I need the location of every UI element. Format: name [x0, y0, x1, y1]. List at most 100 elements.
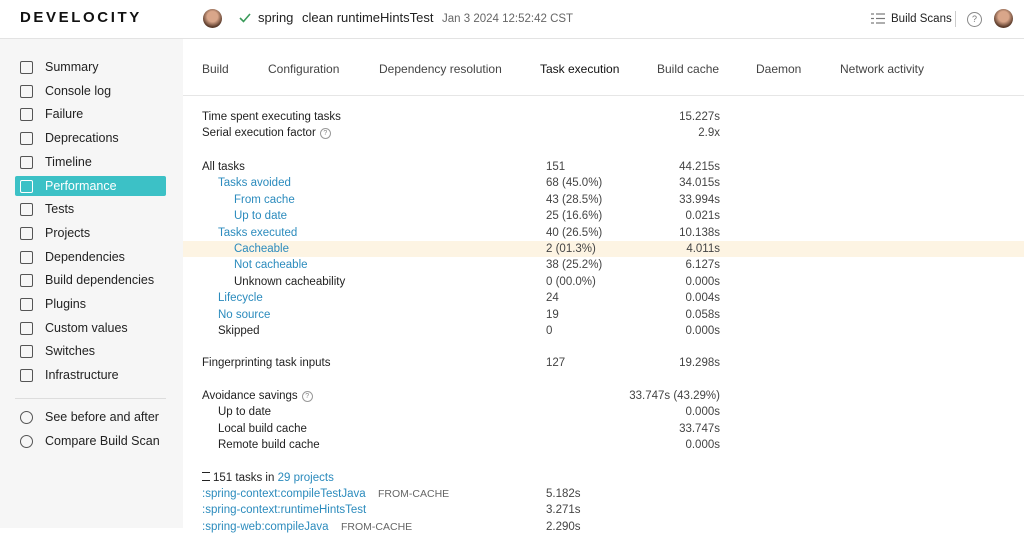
row-time: 0.021s — [685, 210, 720, 223]
sidebar-item[interactable]: Failure — [45, 107, 84, 122]
task-outcome: FROM-CACHE — [378, 488, 450, 500]
help-icon[interactable]: ? — [319, 128, 331, 140]
row-time: 34.015s — [679, 177, 720, 190]
sidebar-icon — [20, 61, 33, 74]
row-time: 0.004s — [685, 292, 720, 305]
row-highlight — [183, 241, 1024, 257]
row-label[interactable]: From cache — [234, 193, 295, 206]
sidebar-icon — [20, 250, 33, 264]
row-label: Avoidance savings? — [202, 388, 313, 404]
row-label[interactable]: Cacheable — [234, 243, 289, 255]
row-label[interactable]: Lifecycle — [218, 292, 263, 305]
tab[interactable]: Configuration — [268, 62, 340, 76]
sidebar-item[interactable]: Infrastructure — [45, 368, 119, 383]
row-count: 24 — [546, 292, 559, 305]
sidebar-item[interactable]: Plugins — [45, 297, 86, 311]
sidebar-icon — [20, 226, 33, 240]
sidebar-icon — [20, 298, 33, 311]
sidebar-icon — [20, 132, 33, 146]
user-avatar[interactable] — [994, 9, 1013, 28]
tab[interactable]: Dependency resolution — [379, 62, 502, 76]
row-time: 0.058s — [685, 308, 720, 321]
sidebar-icon — [20, 411, 33, 424]
sidebar-icon — [20, 155, 33, 169]
row-time: 33.747s — [679, 422, 720, 435]
row-label: Skipped — [218, 325, 260, 337]
tab[interactable]: Task execution — [540, 62, 620, 76]
task-name[interactable]: :spring-web:compileJava — [202, 520, 329, 533]
tab[interactable]: Build — [202, 62, 229, 76]
sidebar-item[interactable]: Custom values — [45, 320, 128, 335]
row-time: 0.000s — [685, 439, 720, 452]
sidebar-item[interactable]: See before and after — [45, 410, 159, 424]
task-name[interactable]: :spring-context:runtimeHintsTest — [202, 504, 367, 517]
tab[interactable]: Network activity — [840, 62, 925, 76]
build-date: Jan 3 2024 12:52:42 CST — [442, 13, 574, 25]
sidebar-item[interactable]: Timeline — [45, 154, 92, 169]
row-label[interactable]: Tasks executed — [218, 226, 298, 239]
sidebar-icon — [20, 84, 33, 98]
help-icon[interactable]: ? — [301, 391, 313, 402]
row-time: 0.000s — [685, 325, 720, 337]
list-icon — [202, 472, 210, 481]
row-label[interactable]: No source — [218, 308, 271, 321]
row-count: 151 — [546, 161, 566, 173]
row-label: Up to date — [218, 406, 272, 419]
task-count: 151 tasks in — [213, 472, 275, 484]
row-label: All tasks — [202, 161, 245, 173]
avatar[interactable] — [203, 9, 222, 28]
sidebar-item[interactable]: Console log — [45, 83, 112, 98]
logo[interactable]: DEVELOCITY — [20, 9, 142, 26]
sidebar-item[interactable]: Summary — [45, 60, 99, 74]
row-label[interactable]: Tasks avoided — [218, 177, 291, 190]
task-name[interactable]: :spring-context:compileTestJava — [202, 488, 366, 500]
sidebar-icon — [20, 108, 33, 122]
row-time: 0.000s — [685, 406, 720, 419]
row-label: Unknown cacheability — [234, 275, 346, 288]
row-label[interactable]: Not cacheable — [234, 259, 308, 272]
help-button[interactable]: ? — [967, 12, 982, 27]
sidebar-item[interactable]: Projects — [45, 225, 91, 240]
separator — [955, 11, 956, 27]
row-count: 38 (25.2%) — [546, 259, 603, 272]
row-time: 44.215s — [679, 161, 720, 173]
requested-tasks: clean runtimeHintsTest — [302, 10, 434, 25]
row-time: 10.138s — [679, 226, 720, 239]
build-scans-link[interactable]: Build Scans — [891, 13, 952, 25]
sidebar-icon — [20, 274, 33, 288]
row-count: 40 (26.5%) — [546, 226, 603, 239]
row-label: Fingerprinting task inputs — [202, 357, 331, 369]
sidebar-item[interactable]: Dependencies — [45, 249, 125, 264]
sidebar-item[interactable]: Switches — [45, 344, 96, 359]
row-count: 19 — [546, 308, 559, 321]
sidebar-icon — [20, 179, 33, 193]
row-count: 25 (16.6%) — [546, 210, 603, 223]
sidebar-item[interactable]: Performance — [45, 178, 117, 193]
sidebar-icon — [20, 203, 33, 217]
row-label[interactable]: Up to date — [234, 210, 288, 223]
sidebar-icon — [20, 321, 33, 335]
row-label: Local build cache — [218, 422, 307, 435]
task-time: 3.271s — [546, 504, 581, 517]
row-label: Remote build cache — [218, 439, 320, 452]
sidebar-item[interactable]: Tests — [45, 202, 75, 217]
list-icon — [871, 13, 885, 24]
sidebar-item[interactable]: Build dependencies — [45, 273, 155, 288]
tab[interactable]: Daemon — [756, 62, 802, 76]
active-indicator — [15, 175, 166, 196]
projects-link[interactable]: 29 projects — [277, 472, 334, 484]
tab-bar — [183, 39, 1024, 96]
row-time: 33.994s — [679, 193, 720, 206]
task-list-header: 151 tasks in 29 projects — [202, 470, 334, 486]
task-time: 5.182s — [546, 488, 581, 500]
sidebar-item[interactable]: Compare Build Scan — [45, 434, 160, 448]
sidebar-icon — [20, 435, 33, 448]
row-time: 2.9x — [698, 127, 720, 140]
row-time: 33.747s (43.29%) — [629, 390, 720, 402]
row-time: 0.000s — [685, 275, 720, 288]
sidebar-item[interactable]: Deprecations — [45, 131, 119, 146]
row-time: 15.227s — [679, 111, 720, 123]
tab[interactable]: Build cache — [657, 62, 720, 76]
